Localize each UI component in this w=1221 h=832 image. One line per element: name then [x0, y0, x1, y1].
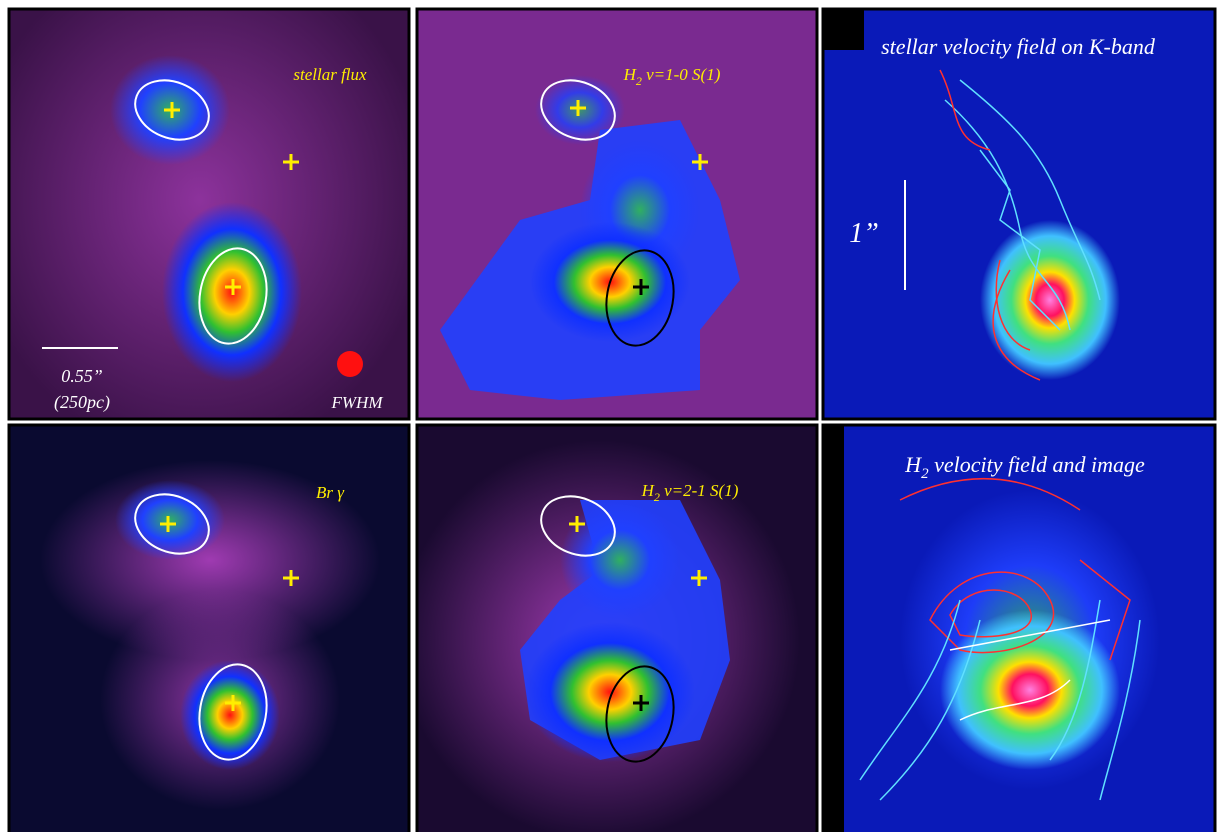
panel: stellar velocity field on K-band 1”: [824, 10, 1214, 418]
panel-label: Br γ: [316, 483, 345, 502]
panel: stellar flux 0.55” (250pc) FWHM: [0, 0, 430, 460]
panel: H2 velocity field and image: [824, 426, 1214, 832]
panel: Br γ: [10, 426, 408, 832]
panel-label: stellar flux: [293, 65, 367, 84]
image-rect: [824, 10, 864, 50]
scale-bar-label: 1”: [849, 218, 879, 249]
scale-bar-label: 0.55”: [61, 366, 103, 386]
panel: H2 v=1-0 S(1): [418, 10, 816, 418]
scale-bar-sublabel: (250pc): [54, 392, 110, 413]
label-part: velocity field and image: [929, 452, 1145, 477]
panel-label: stellar velocity field on K-band: [881, 34, 1156, 59]
panel: H2 v=2-1 S(1): [400, 426, 816, 832]
image-ellipse: [115, 480, 225, 560]
label-part: v=2-1 S(1): [660, 481, 739, 500]
beam-label: FWHM: [331, 393, 384, 412]
image-ellipse: [940, 610, 1120, 770]
figure: stellar flux 0.55” (250pc) FWHM H2 v=1-0…: [0, 0, 1221, 832]
label-part: H: [904, 452, 922, 477]
label-part: v=1-0 S(1): [642, 65, 721, 84]
image-ellipse: [980, 220, 1120, 380]
image-ellipse: [535, 75, 625, 145]
image-rect: [824, 426, 844, 832]
image-circle: [337, 351, 363, 377]
